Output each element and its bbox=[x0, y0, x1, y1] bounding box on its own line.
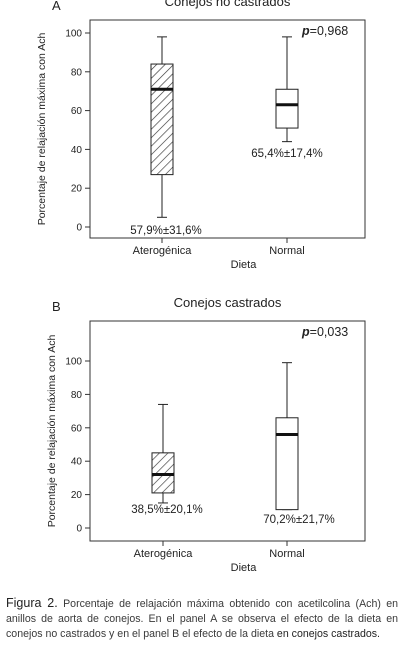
y-tick-label: 0 bbox=[76, 524, 82, 535]
annotation: 70,2%±21,7% bbox=[263, 514, 335, 526]
p-value-number: =0,033 bbox=[310, 325, 349, 339]
x-axis-label: Dieta bbox=[231, 562, 258, 574]
chart-a: A Conejos no castrados 0 20 40 60 80 100 Porcent… bbox=[36, 0, 366, 271]
annotation: 65,4%±17,4% bbox=[251, 148, 323, 160]
panel-label: A bbox=[52, 0, 61, 13]
y-tick-label: 80 bbox=[71, 390, 83, 401]
x-tick-label: Aterogénica bbox=[133, 245, 193, 257]
p-value: p=0,968 bbox=[301, 24, 348, 38]
figure-caption: Figura 2. Porcentaje de relajación máxim… bbox=[6, 596, 398, 642]
panel-a: A Conejos no castrados 0 20 40 60 80 100 Porcent… bbox=[0, 0, 402, 290]
caption-text: Porcentaje de relajación máxima obtenido… bbox=[6, 598, 398, 640]
panel-label: B bbox=[52, 299, 61, 314]
p-value-symbol: p bbox=[301, 325, 310, 339]
y-tick-label: 100 bbox=[65, 29, 82, 40]
plot-frame bbox=[89, 320, 366, 542]
annotation: 57,9%±31,6% bbox=[130, 225, 202, 237]
p-value-number: =0,968 bbox=[310, 24, 349, 38]
y-tick-label: 20 bbox=[71, 490, 83, 501]
box-normal bbox=[275, 88, 299, 129]
y-tick-label: 80 bbox=[71, 67, 83, 78]
y-axis-label: Porcentaje de relajación máxima con Ach bbox=[36, 33, 48, 226]
y-tick-label: 0 bbox=[76, 223, 82, 234]
p-value-symbol: p bbox=[301, 24, 310, 38]
x-tick-label: Normal bbox=[269, 548, 304, 560]
x-tick-label: Aterogénica bbox=[134, 548, 194, 560]
y-tick-label: 40 bbox=[71, 145, 83, 156]
box-normal bbox=[275, 417, 299, 511]
y-tick-label: 60 bbox=[71, 423, 83, 434]
chart-title: Conejos castrados bbox=[174, 298, 282, 310]
panel-b: B Conejos castrados 0 20 40 60 80 100 Porcentaje… bbox=[0, 295, 402, 588]
x-tick-label: Normal bbox=[269, 245, 304, 257]
x-axis-label: Dieta bbox=[231, 259, 258, 271]
caption-figure-label: Figura 2. bbox=[6, 596, 58, 610]
y-tick-label: 40 bbox=[71, 457, 83, 468]
y-axis-label: Porcentaje de relajación máxima con Ach bbox=[46, 335, 58, 528]
chart-title: Conejos no castrados bbox=[165, 0, 291, 9]
box-aterognica bbox=[151, 452, 175, 494]
chart-b: B Conejos castrados 0 20 40 60 80 100 Porcentaje… bbox=[46, 295, 366, 574]
y-tick-label: 60 bbox=[71, 106, 83, 117]
p-value: p=0,033 bbox=[301, 325, 348, 339]
y-tick-label: 20 bbox=[71, 184, 83, 195]
plot-frame bbox=[89, 19, 366, 239]
y-tick-label: 100 bbox=[65, 357, 82, 368]
annotation: 38,5%±20,1% bbox=[131, 504, 203, 516]
box-aterognica bbox=[150, 63, 174, 176]
caption-last-line: en conejos castrados. bbox=[276, 628, 380, 640]
